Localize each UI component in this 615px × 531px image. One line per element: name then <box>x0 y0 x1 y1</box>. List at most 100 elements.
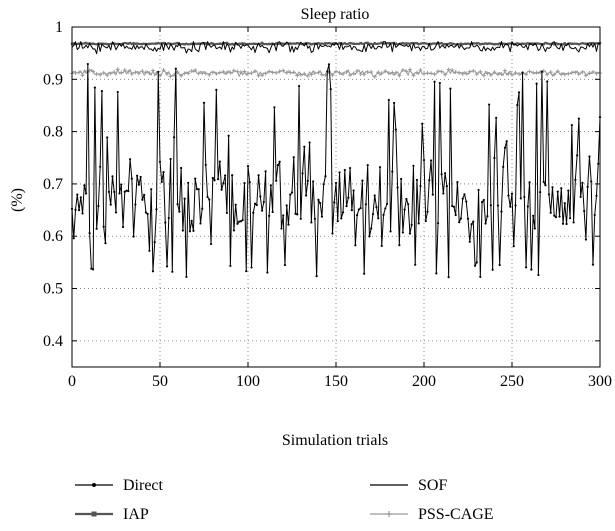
point-pss-cage <box>193 68 198 73</box>
point-iap <box>253 42 257 46</box>
point-iap <box>176 41 179 45</box>
point-pss-cage <box>221 69 226 74</box>
point-direct <box>102 225 105 228</box>
point-iap <box>282 42 285 46</box>
point-direct <box>449 87 452 90</box>
point-direct <box>459 217 463 220</box>
point-direct <box>400 177 403 181</box>
point-pss-cage <box>488 73 493 78</box>
y-tick-label: 1 <box>55 19 63 36</box>
point-direct <box>535 82 538 85</box>
point-direct <box>454 213 457 217</box>
point-direct <box>155 208 158 211</box>
point-direct <box>340 217 343 220</box>
point-direct <box>181 229 184 232</box>
point-direct <box>275 179 278 182</box>
point-direct <box>171 270 174 273</box>
point-direct <box>403 208 406 211</box>
point-direct <box>74 208 77 211</box>
point-direct <box>389 230 392 233</box>
point-pss-cage <box>238 70 243 75</box>
point-direct <box>532 214 535 217</box>
point-pss-cage <box>411 73 416 78</box>
point-direct <box>371 213 375 216</box>
point-pss-cage <box>274 70 279 75</box>
point-pss-cage <box>422 71 426 76</box>
point-direct <box>384 207 387 210</box>
point-direct <box>301 172 304 175</box>
point-pss-cage <box>263 71 268 76</box>
point-direct <box>577 117 580 120</box>
point-direct <box>111 175 114 178</box>
point-pss-cage <box>270 70 275 75</box>
point-pss-cage <box>73 70 78 75</box>
point-pss-cage <box>203 71 208 76</box>
point-iap <box>225 41 229 45</box>
point-direct <box>306 179 309 183</box>
y-tick-label: 0.5 <box>43 281 63 298</box>
legend-marker-direct <box>92 483 96 487</box>
point-direct <box>90 267 93 270</box>
point-direct <box>123 190 126 193</box>
point-direct <box>319 201 322 205</box>
point-direct <box>313 217 316 220</box>
point-direct <box>164 221 167 224</box>
point-direct <box>452 205 456 208</box>
point-direct <box>303 145 306 148</box>
point-iap <box>98 42 102 45</box>
point-direct <box>426 210 429 213</box>
point-direct <box>334 181 338 185</box>
point-direct <box>317 198 320 201</box>
point-direct <box>489 204 492 207</box>
point-direct <box>595 194 598 197</box>
point-direct <box>172 136 176 139</box>
point-direct <box>368 235 371 238</box>
point-pss-cage <box>502 68 507 73</box>
point-iap <box>394 42 398 45</box>
point-direct <box>232 229 236 232</box>
point-pss-cage <box>80 73 85 78</box>
point-direct <box>405 197 408 201</box>
point-iap <box>345 42 348 46</box>
point-direct <box>590 180 593 183</box>
point-direct <box>187 181 190 184</box>
point-pss-cage <box>165 71 170 76</box>
point-direct <box>183 197 186 200</box>
x-tick-label: 300 <box>588 373 612 390</box>
point-pss-cage <box>429 71 434 76</box>
point-direct <box>429 159 433 162</box>
point-iap <box>106 42 109 46</box>
point-direct <box>523 195 526 199</box>
point-pss-cage <box>569 70 574 75</box>
point-direct <box>165 265 169 268</box>
point-direct <box>86 62 89 66</box>
point-direct <box>114 211 118 214</box>
point-pss-cage <box>383 69 388 74</box>
point-direct <box>312 180 315 183</box>
point-pss-cage <box>108 71 113 76</box>
point-direct <box>396 186 399 189</box>
legend: Direct SOF IAP PSS-CAGE <box>75 477 494 523</box>
point-direct <box>224 174 227 177</box>
point-pss-cage <box>260 73 265 78</box>
point-pss-cage <box>407 67 412 72</box>
point-pss-cage <box>478 69 483 74</box>
point-pss-cage <box>534 70 539 75</box>
point-direct <box>202 101 206 105</box>
point-iap <box>352 42 355 45</box>
point-direct <box>88 231 91 235</box>
point-pss-cage <box>418 67 423 72</box>
point-direct <box>570 123 573 127</box>
point-pss-cage <box>545 72 550 77</box>
point-direct <box>141 198 144 201</box>
point-pss-cage <box>414 70 419 75</box>
point-pss-cage <box>224 70 229 75</box>
point-iap <box>415 41 419 45</box>
point-pss-cage <box>231 68 236 73</box>
point-direct <box>361 179 364 182</box>
point-pss-cage <box>517 71 522 76</box>
point-pss-cage <box>506 71 511 76</box>
point-direct <box>500 210 503 213</box>
point-pss-cage <box>122 68 127 73</box>
point-direct <box>266 271 269 274</box>
